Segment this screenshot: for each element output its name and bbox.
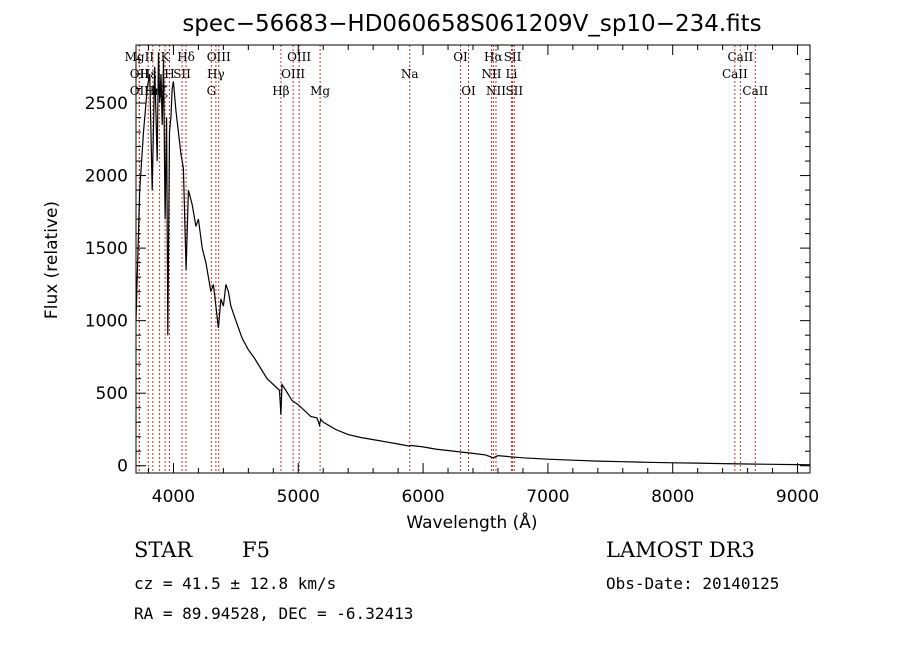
line-label-22: NII xyxy=(486,84,506,98)
line-label-16: Mg xyxy=(310,84,330,98)
line-label-12: G xyxy=(207,84,217,98)
line-label-6: H xyxy=(164,67,174,81)
redshift-velocity: cz = 41.5 ± 12.8 km/s xyxy=(134,574,337,593)
observation-date: Obs-Date: 20140125 xyxy=(606,574,780,593)
line-label-2: OII xyxy=(130,84,150,98)
line-label-9: Hδ xyxy=(177,50,195,64)
line-label-20: Hα xyxy=(484,50,503,64)
line-label-4: Hη xyxy=(144,84,162,98)
x-tick-label-4: 8000 xyxy=(651,487,694,507)
y-axis: 0 500 1000 1500 2000 2500 xyxy=(85,59,810,477)
line-label-28: CaII xyxy=(742,84,768,98)
x-tick-label-0: 4000 xyxy=(152,487,195,507)
line-label-8: SII xyxy=(173,67,191,81)
y-tick-label-0: 0 xyxy=(117,457,128,477)
line-label-25: SII xyxy=(505,84,523,98)
x-tick-label-1: 5000 xyxy=(277,487,320,507)
y-tick-label-2: 1000 xyxy=(85,312,128,332)
object-class: STAR xyxy=(134,538,193,562)
line-label-10: OIII xyxy=(207,50,231,64)
x-axis-label: Wavelength (Å) xyxy=(406,511,537,533)
spectral-line-markers xyxy=(138,45,756,473)
spectrum-series-line xyxy=(135,52,811,466)
line-label-5: K xyxy=(161,50,171,64)
y-tick-label-5: 2500 xyxy=(85,94,128,114)
y-axis-label: Flux (relative) xyxy=(42,201,62,319)
line-label-19: OI xyxy=(461,84,476,98)
line-label-3: Hε xyxy=(140,67,157,81)
object-subclass: F5 xyxy=(242,538,270,562)
x-tick-label-3: 7000 xyxy=(526,487,569,507)
plot-frame xyxy=(135,44,811,474)
x-axis: 4000 5000 6000 7000 8000 9000 xyxy=(147,45,819,507)
chart-title: spec−56683−HD060658S061209V_sp10−234.fit… xyxy=(182,11,761,37)
line-label-27: CaII xyxy=(722,67,748,81)
line-label-13: Hβ xyxy=(272,84,289,98)
x-tick-label-2: 6000 xyxy=(401,487,444,507)
line-label-23: SII xyxy=(504,50,522,64)
x-tick-label-5: 9000 xyxy=(776,487,819,507)
line-label-21: NII xyxy=(481,67,501,81)
line-label-24: Li xyxy=(506,67,518,81)
line-label-18: OI xyxy=(453,50,468,64)
survey-name: LAMOST DR3 xyxy=(606,538,755,562)
line-label-26: CaII xyxy=(727,50,753,64)
line-label-14: OIII xyxy=(287,50,311,64)
line-label-17: Na xyxy=(401,67,419,81)
line-label-15: OIII xyxy=(281,67,305,81)
line-label-11: Hγ xyxy=(207,67,225,81)
y-tick-label-1: 500 xyxy=(96,384,128,404)
coordinates: RA = 89.94528, DEC = -6.32413 xyxy=(134,604,414,623)
line-label-0: MgII xyxy=(125,50,155,64)
y-tick-label-3: 1500 xyxy=(85,239,128,259)
y-tick-label-4: 2000 xyxy=(85,167,128,187)
